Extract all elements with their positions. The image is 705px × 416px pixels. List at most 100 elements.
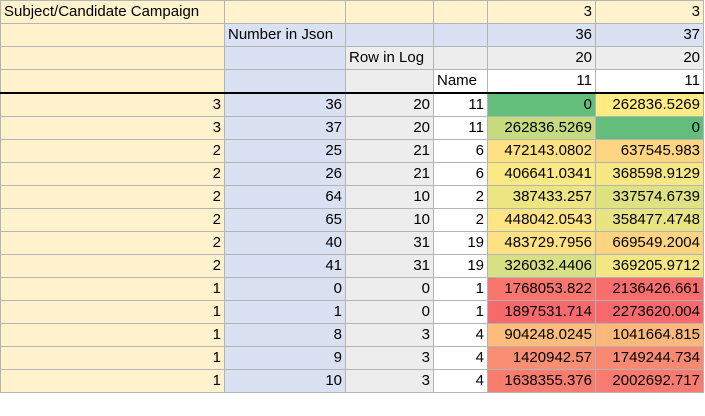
- number-in-json-cell[interactable]: 10: [224, 369, 346, 393]
- subject-cell[interactable]: 2: [0, 162, 225, 186]
- empty-cell[interactable]: [0, 23, 225, 47]
- name-cell[interactable]: 4: [433, 369, 488, 393]
- name-cell[interactable]: 19: [433, 231, 488, 255]
- distance-cell-1[interactable]: 0: [487, 92, 596, 117]
- header-number-cell-2[interactable]: 37: [595, 23, 704, 47]
- distance-cell-1[interactable]: 472143.0802: [487, 139, 596, 163]
- number-in-json-cell[interactable]: 64: [224, 185, 346, 209]
- row-in-log-cell[interactable]: 10: [345, 185, 434, 209]
- empty-cell[interactable]: [0, 46, 225, 70]
- distance-cell-1[interactable]: 262836.5269: [487, 116, 596, 140]
- empty-cell[interactable]: [433, 23, 488, 47]
- empty-cell[interactable]: [345, 69, 434, 94]
- distance-cell-2[interactable]: 2136426.661: [595, 277, 704, 301]
- name-cell[interactable]: 2: [433, 208, 488, 232]
- subject-cell[interactable]: 1: [0, 346, 225, 370]
- row-in-log-cell[interactable]: 10: [345, 208, 434, 232]
- number-in-json-cell[interactable]: 40: [224, 231, 346, 255]
- distance-cell-2[interactable]: 369205.9712: [595, 254, 704, 278]
- name-cell[interactable]: 1: [433, 300, 488, 324]
- row-in-log-cell[interactable]: 3: [345, 369, 434, 393]
- distance-cell-2[interactable]: 669549.2004: [595, 231, 704, 255]
- subject-cell[interactable]: 1: [0, 369, 225, 393]
- name-cell[interactable]: 1: [433, 277, 488, 301]
- empty-cell[interactable]: [345, 0, 434, 24]
- number-in-json-cell[interactable]: 0: [224, 277, 346, 301]
- number-in-json-label[interactable]: Number in Json: [224, 23, 346, 47]
- subject-cell[interactable]: 1: [0, 277, 225, 301]
- distance-cell-1[interactable]: 448042.0543: [487, 208, 596, 232]
- distance-cell-2[interactable]: 2002692.717: [595, 369, 704, 393]
- distance-cell-2[interactable]: 0: [595, 116, 704, 140]
- row-in-log-cell[interactable]: 31: [345, 254, 434, 278]
- header-subject-cell-1[interactable]: 3: [487, 0, 596, 24]
- number-in-json-cell[interactable]: 36: [224, 92, 346, 117]
- subject-cell[interactable]: 2: [0, 139, 225, 163]
- header-row-cell-1[interactable]: 20: [487, 46, 596, 70]
- distance-cell-2[interactable]: 337574.6739: [595, 185, 704, 209]
- subject-cell[interactable]: 1: [0, 300, 225, 324]
- number-in-json-cell[interactable]: 41: [224, 254, 346, 278]
- header-subject-cell-2[interactable]: 3: [595, 0, 704, 24]
- row-in-log-cell[interactable]: 31: [345, 231, 434, 255]
- subject-cell[interactable]: 2: [0, 231, 225, 255]
- name-cell[interactable]: 11: [433, 92, 488, 117]
- name-cell[interactable]: 19: [433, 254, 488, 278]
- number-in-json-cell[interactable]: 9: [224, 346, 346, 370]
- name-cell[interactable]: 6: [433, 162, 488, 186]
- table-title-cell[interactable]: Subject/Candidate Campaign: [0, 0, 225, 24]
- row-in-log-cell[interactable]: 0: [345, 277, 434, 301]
- row-in-log-label[interactable]: Row in Log: [345, 46, 434, 70]
- row-in-log-cell[interactable]: 20: [345, 92, 434, 117]
- number-in-json-cell[interactable]: 26: [224, 162, 346, 186]
- row-in-log-cell[interactable]: 21: [345, 139, 434, 163]
- name-label[interactable]: Name: [433, 69, 488, 94]
- number-in-json-cell[interactable]: 8: [224, 323, 346, 347]
- name-cell[interactable]: 11: [433, 116, 488, 140]
- distance-cell-1[interactable]: 1420942.57: [487, 346, 596, 370]
- subject-cell[interactable]: 2: [0, 208, 225, 232]
- distance-cell-1[interactable]: 1768053.822: [487, 277, 596, 301]
- distance-cell-1[interactable]: 326032.4406: [487, 254, 596, 278]
- row-in-log-cell[interactable]: 3: [345, 346, 434, 370]
- row-in-log-cell[interactable]: 20: [345, 116, 434, 140]
- row-in-log-cell[interactable]: 0: [345, 300, 434, 324]
- distance-cell-2[interactable]: 358477.4748: [595, 208, 704, 232]
- subject-cell[interactable]: 2: [0, 254, 225, 278]
- empty-cell[interactable]: [433, 0, 488, 24]
- row-in-log-cell[interactable]: 21: [345, 162, 434, 186]
- number-in-json-cell[interactable]: 1: [224, 300, 346, 324]
- distance-cell-2[interactable]: 368598.9129: [595, 162, 704, 186]
- distance-cell-1[interactable]: 387433.257: [487, 185, 596, 209]
- subject-cell[interactable]: 2: [0, 185, 225, 209]
- empty-cell[interactable]: [345, 23, 434, 47]
- header-name-cell-2[interactable]: 11: [595, 69, 704, 94]
- subject-cell[interactable]: 3: [0, 92, 225, 117]
- header-name-cell-1[interactable]: 11: [487, 69, 596, 94]
- header-number-cell-1[interactable]: 36: [487, 23, 596, 47]
- number-in-json-cell[interactable]: 37: [224, 116, 346, 140]
- name-cell[interactable]: 2: [433, 185, 488, 209]
- empty-cell[interactable]: [433, 46, 488, 70]
- empty-cell[interactable]: [224, 46, 346, 70]
- subject-cell[interactable]: 1: [0, 323, 225, 347]
- row-in-log-cell[interactable]: 3: [345, 323, 434, 347]
- header-row-cell-2[interactable]: 20: [595, 46, 704, 70]
- distance-cell-2[interactable]: 1749244.734: [595, 346, 704, 370]
- subject-cell[interactable]: 3: [0, 116, 225, 140]
- name-cell[interactable]: 4: [433, 346, 488, 370]
- distance-cell-1[interactable]: 904248.0245: [487, 323, 596, 347]
- number-in-json-cell[interactable]: 25: [224, 139, 346, 163]
- empty-cell[interactable]: [224, 69, 346, 94]
- distance-cell-2[interactable]: 637545.983: [595, 139, 704, 163]
- distance-cell-1[interactable]: 1897531.714: [487, 300, 596, 324]
- number-in-json-cell[interactable]: 65: [224, 208, 346, 232]
- distance-cell-2[interactable]: 2273620.004: [595, 300, 704, 324]
- name-cell[interactable]: 4: [433, 323, 488, 347]
- distance-cell-1[interactable]: 406641.0341: [487, 162, 596, 186]
- distance-cell-2[interactable]: 262836.5269: [595, 92, 704, 117]
- distance-cell-1[interactable]: 483729.7956: [487, 231, 596, 255]
- distance-cell-1[interactable]: 1638355.376: [487, 369, 596, 393]
- name-cell[interactable]: 6: [433, 139, 488, 163]
- empty-cell[interactable]: [0, 69, 225, 94]
